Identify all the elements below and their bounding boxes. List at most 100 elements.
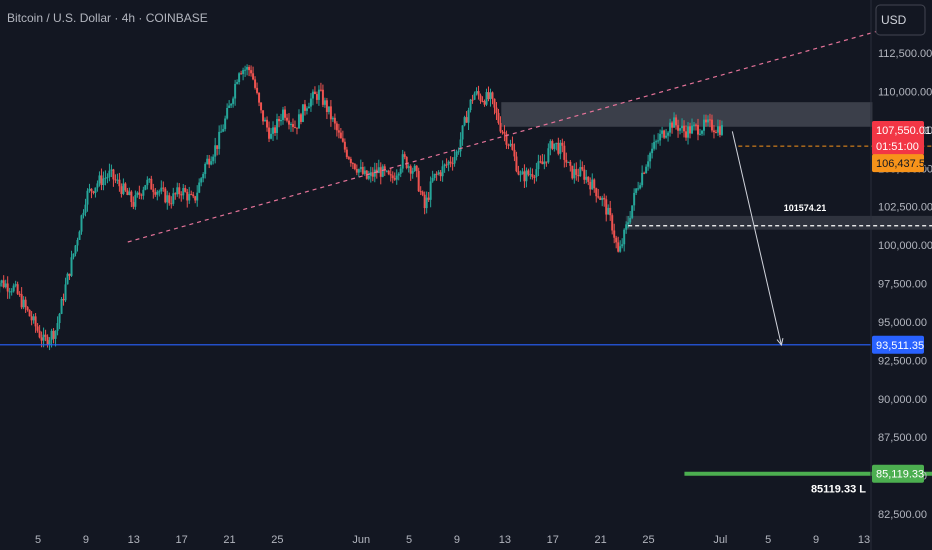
- candle-body: [100, 175, 103, 186]
- time-tick-label: Jul: [713, 534, 727, 546]
- candle-body: [214, 145, 217, 157]
- candle-body: [254, 79, 257, 88]
- candle-body: [375, 169, 378, 174]
- time-tick-label: 9: [83, 534, 89, 546]
- candle-body: [128, 191, 131, 196]
- target-price-label-bg: [872, 464, 924, 483]
- candle-body: [461, 125, 464, 140]
- candle-body: [224, 118, 227, 130]
- candles: [0, 64, 723, 351]
- candle-body: [154, 192, 157, 195]
- candle-body: [591, 179, 594, 190]
- currency-button-label[interactable]: USD: [881, 13, 907, 27]
- candle-body: [700, 130, 703, 134]
- candle-body: [443, 164, 446, 167]
- candle-body: [126, 190, 129, 196]
- candle-body: [611, 215, 614, 231]
- candle-body: [118, 179, 121, 187]
- candle-body: [62, 299, 65, 301]
- candle-body: [585, 176, 588, 180]
- candle-body: [264, 119, 267, 122]
- candle-body: [114, 179, 117, 181]
- candle-body: [184, 188, 187, 192]
- candle-body: [369, 172, 372, 176]
- candle-body: [561, 142, 564, 146]
- time-tick-label: 17: [547, 534, 559, 546]
- candle-body: [645, 166, 648, 174]
- candle-body: [706, 119, 709, 123]
- candle-body: [138, 192, 141, 195]
- candle-body: [230, 103, 233, 106]
- candle-body: [417, 170, 420, 192]
- candle-body: [160, 187, 163, 192]
- candle-body: [295, 127, 298, 129]
- candle-body: [36, 326, 39, 331]
- candle-body: [697, 125, 700, 135]
- candle-body: [431, 177, 434, 182]
- candle-body: [655, 141, 658, 143]
- candle-body: [681, 125, 684, 129]
- candle-body: [657, 140, 660, 142]
- candle-body: [716, 126, 719, 133]
- candle-body: [140, 194, 143, 196]
- candle-body: [541, 161, 544, 165]
- currency-button-frame[interactable]: [875, 4, 926, 36]
- candle-body: [617, 242, 620, 252]
- orange-level-label: 106,437.52: [876, 158, 931, 170]
- candle-body: [477, 91, 480, 96]
- candle-body: [447, 161, 450, 165]
- candle-body: [509, 143, 512, 146]
- candle-body: [82, 212, 85, 216]
- candle-body: [577, 174, 580, 177]
- candle-body: [367, 175, 370, 179]
- candle-body: [192, 194, 195, 197]
- candle-body: [641, 172, 644, 186]
- candle-body: [106, 177, 109, 179]
- candle-body: [66, 273, 69, 285]
- candle-body: [341, 138, 344, 142]
- candle-body: [377, 167, 380, 174]
- candle-body: [557, 142, 560, 154]
- candle-body: [613, 230, 616, 238]
- candle-body: [567, 161, 570, 163]
- candle-body: [427, 197, 430, 200]
- candle-body: [507, 144, 510, 146]
- candle-body: [543, 161, 546, 165]
- candle-body: [573, 169, 576, 179]
- candle-body: [122, 183, 125, 194]
- candle-body: [343, 141, 346, 150]
- last-price-label: 107,550.01: [876, 125, 931, 137]
- candle-body: [337, 130, 340, 133]
- candle-body: [485, 92, 488, 105]
- candle-body: [685, 131, 688, 138]
- candle-body: [399, 168, 402, 174]
- candle-body: [601, 197, 604, 201]
- candle-body: [565, 159, 568, 163]
- candle-body: [0, 282, 1, 287]
- candle-body: [393, 178, 396, 180]
- candle-body: [651, 148, 654, 154]
- candle-body: [421, 191, 424, 195]
- candle-body: [619, 246, 622, 252]
- candle-body: [234, 83, 237, 99]
- candle-body: [714, 132, 717, 134]
- candle-body: [164, 188, 167, 203]
- candle-body: [425, 197, 428, 209]
- candle-body: [319, 89, 322, 91]
- candle-body: [188, 194, 191, 201]
- candle-body: [182, 188, 185, 196]
- currency-button[interactable]: USD: [875, 4, 926, 36]
- candle-body: [48, 340, 51, 345]
- candle-body: [671, 122, 674, 128]
- candle-body: [112, 169, 115, 180]
- candle-body: [124, 183, 127, 191]
- candle-body: [54, 330, 57, 339]
- candle-body: [90, 188, 93, 192]
- time-tick-label: 13: [499, 534, 511, 546]
- candle-body: [76, 239, 79, 246]
- candle-body: [12, 285, 15, 292]
- candle-body: [381, 166, 384, 177]
- candle-body: [571, 165, 574, 179]
- time-tick-label: 13: [858, 534, 870, 546]
